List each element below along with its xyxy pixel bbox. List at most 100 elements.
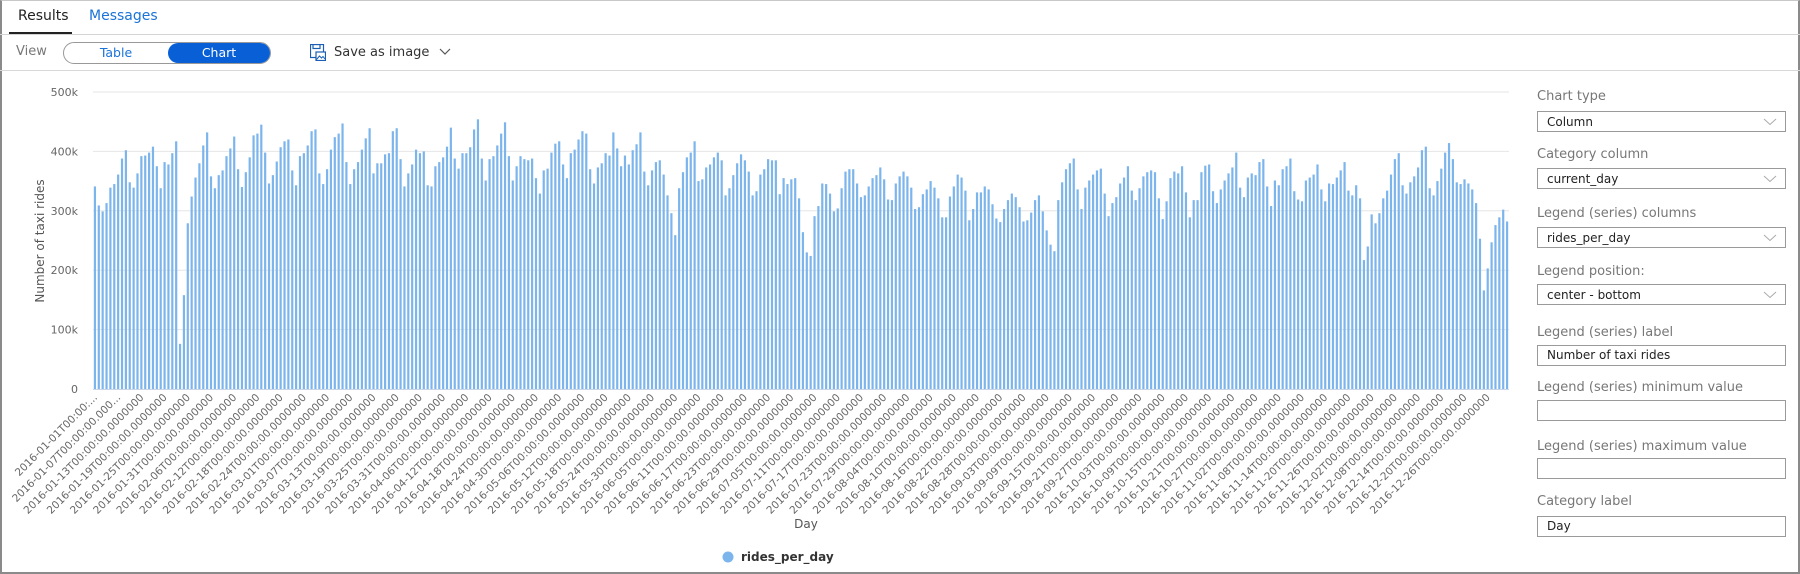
bar[interactable] — [751, 195, 754, 389]
bar[interactable] — [712, 157, 716, 389]
bar[interactable] — [144, 155, 147, 389]
bar[interactable] — [863, 195, 866, 389]
bar[interactable] — [372, 173, 375, 389]
bar[interactable] — [1486, 268, 1489, 389]
bar[interactable] — [1200, 172, 1203, 389]
bar[interactable] — [93, 186, 97, 389]
bar[interactable] — [240, 187, 244, 389]
bar[interactable] — [1416, 167, 1420, 389]
bar[interactable] — [852, 169, 855, 389]
bar[interactable] — [113, 184, 116, 389]
bar[interactable] — [1471, 189, 1474, 389]
bar[interactable] — [178, 343, 182, 389]
bar[interactable] — [476, 119, 480, 389]
bar[interactable] — [956, 174, 959, 389]
bar[interactable] — [561, 164, 565, 389]
bar[interactable] — [527, 160, 530, 389]
bar[interactable] — [612, 132, 615, 389]
bar[interactable] — [941, 217, 944, 389]
bar[interactable] — [1502, 209, 1505, 389]
bar[interactable] — [647, 185, 650, 389]
bar[interactable] — [1351, 195, 1354, 389]
bar[interactable] — [1061, 182, 1064, 389]
bar[interactable] — [1111, 203, 1114, 389]
bar[interactable] — [531, 158, 534, 389]
bar[interactable] — [1022, 221, 1025, 389]
bar[interactable] — [426, 185, 429, 389]
bar[interactable] — [1374, 223, 1377, 389]
bar[interactable] — [1107, 216, 1110, 389]
bar[interactable] — [1424, 146, 1427, 389]
bar[interactable] — [492, 156, 495, 389]
bar[interactable] — [1188, 217, 1191, 389]
bar[interactable] — [1037, 195, 1041, 389]
bar[interactable] — [674, 235, 677, 389]
bar[interactable] — [341, 123, 344, 389]
bar[interactable] — [620, 166, 623, 389]
bar[interactable] — [821, 183, 824, 389]
bar[interactable] — [948, 196, 952, 389]
bar[interactable] — [1440, 168, 1443, 389]
bar[interactable] — [442, 157, 445, 389]
bar[interactable] — [747, 171, 750, 389]
bar[interactable] — [453, 158, 456, 389]
bar[interactable] — [209, 176, 213, 389]
bar[interactable] — [871, 178, 874, 389]
bar[interactable] — [1095, 170, 1099, 389]
bar[interactable] — [801, 232, 805, 389]
chart-view-button[interactable]: Chart — [168, 43, 270, 63]
bar[interactable] — [550, 152, 553, 389]
bar[interactable] — [523, 159, 526, 389]
category-label-input[interactable] — [1537, 516, 1786, 537]
bar[interactable] — [639, 132, 642, 389]
bar[interactable] — [387, 153, 391, 389]
bar[interactable] — [414, 149, 418, 389]
bar[interactable] — [817, 206, 820, 389]
bar[interactable] — [565, 178, 569, 389]
bar[interactable] — [1169, 178, 1172, 389]
tab-results[interactable]: Results — [18, 8, 69, 24]
bar[interactable] — [987, 189, 990, 389]
bar[interactable] — [1482, 290, 1485, 389]
bar[interactable] — [631, 150, 634, 389]
bar[interactable] — [469, 147, 472, 389]
bar[interactable] — [577, 139, 580, 389]
bar[interactable] — [503, 122, 507, 389]
bar[interactable] — [1003, 209, 1006, 389]
bar[interactable] — [202, 145, 205, 389]
bar[interactable] — [1196, 200, 1199, 389]
bar[interactable] — [650, 170, 654, 389]
bar[interactable] — [399, 159, 402, 389]
bar[interactable] — [573, 149, 576, 389]
bar[interactable] — [1142, 176, 1145, 389]
tab-messages[interactable]: Messages — [89, 8, 158, 24]
bar[interactable] — [1099, 168, 1102, 389]
legend-max-input[interactable] — [1537, 458, 1786, 479]
bar[interactable] — [325, 169, 329, 389]
bar[interactable] — [1355, 185, 1358, 389]
bar[interactable] — [623, 155, 627, 389]
bar[interactable] — [1204, 165, 1207, 389]
bar[interactable] — [1413, 176, 1416, 389]
bar[interactable] — [1366, 246, 1369, 389]
bar[interactable] — [840, 188, 843, 389]
bar[interactable] — [260, 124, 263, 390]
bar[interactable] — [581, 131, 584, 389]
bar[interactable] — [666, 195, 669, 389]
bar[interactable] — [407, 173, 410, 389]
bar[interactable] — [910, 187, 913, 389]
bar[interactable] — [194, 177, 197, 389]
bar[interactable] — [1273, 180, 1277, 389]
bar[interactable] — [151, 146, 155, 389]
bar[interactable] — [1475, 203, 1478, 389]
bar[interactable] — [1138, 188, 1141, 389]
bar[interactable] — [596, 167, 599, 389]
bar[interactable] — [167, 164, 170, 389]
bar[interactable] — [225, 156, 228, 389]
bar[interactable] — [430, 186, 433, 389]
bar[interactable] — [244, 172, 247, 389]
bar[interactable] — [705, 167, 708, 389]
category-column-select[interactable]: current_day — [1537, 168, 1786, 189]
bar[interactable] — [1382, 198, 1385, 389]
bar[interactable] — [991, 204, 994, 389]
